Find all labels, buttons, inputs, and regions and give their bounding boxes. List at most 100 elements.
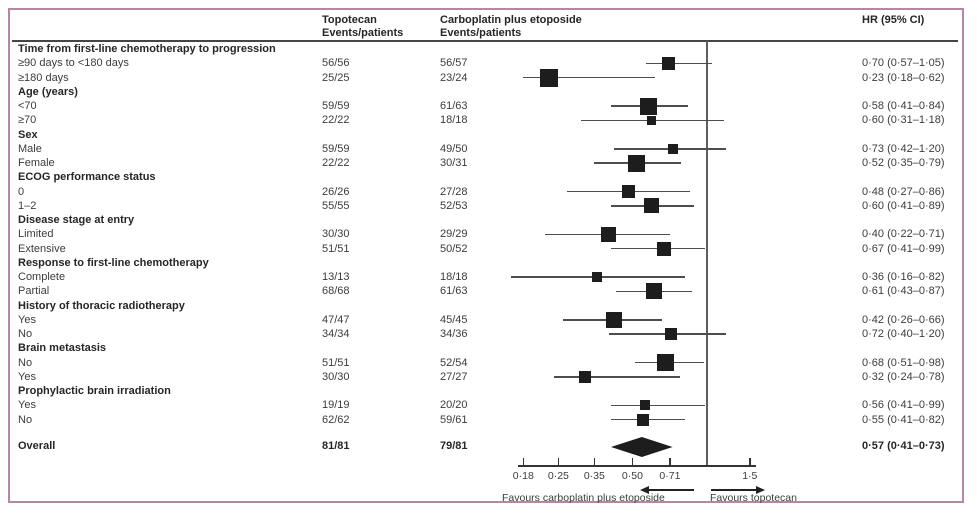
hr-point-marker (656, 241, 671, 256)
axis-tick-label: 1·5 (742, 470, 758, 482)
subgroup-heading: Brain metastasis (18, 342, 107, 355)
topotecan-events-cell: 30/30 (322, 370, 350, 383)
hr-ci-cell: 0·40 (0·22–0·71) (862, 228, 945, 241)
hr-ci-cell: 0·72 (0·40–1·20) (862, 328, 945, 340)
carboplatin-events-cell: 59/61 (440, 413, 468, 426)
hr-point-marker (639, 97, 657, 115)
topotecan-events-cell: 56/56 (322, 57, 350, 70)
axis-tick-label: 0·25 (547, 470, 569, 482)
ci-line (646, 62, 712, 65)
hr-ci-cell: 0·73 (0·42–1·20) (862, 142, 945, 155)
hr-point-marker (665, 328, 678, 341)
hr-ci-cell: 0·60 (0·41–0·89) (862, 199, 945, 212)
carboplatin-events-cell: 61/63 (440, 285, 468, 298)
hr-ci-cell: 0·70 (0·57–1·05) (862, 57, 945, 70)
header-divider (12, 40, 958, 42)
subgroup-heading: Disease stage at entry (18, 214, 135, 226)
hr-ci-cell: 0·52 (0·35–0·79) (862, 157, 945, 169)
hr-point-marker (644, 198, 660, 214)
hr-point-marker (636, 413, 649, 426)
carboplatin-events-cell: 45/45 (440, 313, 468, 326)
row-label: Extensive (18, 242, 66, 255)
axis-tick-label: 0·18 (512, 470, 534, 482)
row-label: Yes (18, 370, 36, 383)
carboplatin-events-cell: 52/53 (440, 199, 468, 212)
carboplatin-events-cell: 52/54 (440, 356, 468, 369)
row-label: Yes (18, 399, 36, 412)
hr-ci-cell: 0·56 (0·41–0·99) (862, 399, 945, 412)
axis-tick (522, 458, 525, 466)
carboplatin-events-cell: 79/81 (440, 440, 468, 452)
row-label: No (18, 328, 33, 340)
axis-tick-label: 0·35 (583, 470, 605, 482)
favours-left-label: Favours carboplatin plus etoposide (502, 492, 665, 504)
column-header-carboplatin-line1: Carboplatin plus etoposide (440, 14, 582, 26)
hr-ci-cell: 0·23 (0·18–0·62) (862, 71, 945, 84)
topotecan-events-cell: 13/13 (322, 271, 350, 283)
hr-ci-cell: 0·32 (0·24–0·78) (862, 370, 945, 383)
subgroup-heading: Response to first-line chemotherapy (18, 256, 209, 269)
subgroup-heading: Time from first-line chemotherapy to pro… (18, 43, 276, 55)
topotecan-events-cell: 81/81 (322, 440, 350, 452)
topotecan-events-cell: 34/34 (322, 328, 350, 340)
hr-ci-cell: 0·60 (0·31–1·18) (862, 114, 945, 127)
hr-ci-cell: 0·55 (0·41–0·82) (862, 413, 945, 426)
carboplatin-events-cell: 23/24 (440, 71, 468, 84)
hr-ci-cell: 0·61 (0·43–0·87) (862, 285, 945, 298)
carboplatin-events-cell: 49/50 (440, 142, 468, 155)
hr-ci-cell: 0·68 (0·51–0·98) (862, 356, 945, 369)
subgroup-heading: Sex (18, 128, 38, 141)
subgroup-heading: Prophylactic brain irradiation (18, 385, 171, 397)
overall-diamond (611, 437, 673, 457)
hr-point-marker (661, 56, 675, 70)
row-label: Limited (18, 228, 54, 241)
hr-point-marker (656, 354, 674, 372)
hr-point-marker (647, 115, 657, 125)
favours-right-arrow-icon (711, 489, 757, 491)
hr-point-marker (628, 154, 646, 172)
row-label: Female (18, 157, 55, 169)
column-header-carboplatin: Carboplatin plus etoposide Events/patien… (440, 14, 582, 39)
favours-right-label: Favours topotecan (710, 492, 797, 504)
hr-ci-cell: 0·58 (0·41–0·84) (862, 100, 945, 112)
axis-tick-label: 0·71 (659, 470, 681, 482)
carboplatin-events-cell: 27/27 (440, 370, 468, 383)
row-label: No (18, 356, 33, 369)
carboplatin-events-cell: 30/31 (440, 157, 468, 169)
carboplatin-events-cell: 56/57 (440, 57, 468, 70)
row-label: Yes (18, 313, 36, 326)
row-label: Partial (18, 285, 50, 298)
hr-ci-cell: 0·42 (0·26–0·66) (862, 313, 945, 326)
hr-point-marker (592, 272, 603, 283)
column-header-hr: HR (95% CI) (862, 14, 925, 26)
column-header-topotecan: Topotecan Events/patients (322, 14, 403, 39)
favours-left-arrow-icon (648, 489, 694, 491)
carboplatin-events-cell: 61/63 (440, 100, 468, 112)
topotecan-events-cell: 55/55 (322, 199, 350, 212)
topotecan-events-cell: 51/51 (322, 242, 350, 255)
axis-tick-label: 0·50 (621, 470, 643, 482)
row-label: ≥90 days to <180 days (18, 57, 129, 70)
row-label: ≥180 days (18, 71, 69, 84)
row-label: Male (18, 142, 42, 155)
topotecan-events-cell: 19/19 (322, 399, 350, 412)
forest-plot-figure: Topotecan Events/patients Carboplatin pl… (8, 8, 964, 504)
row-label: ≥70 (18, 114, 37, 127)
carboplatin-events-cell: 20/20 (440, 399, 468, 412)
hr-point-marker (621, 185, 635, 199)
reference-line (706, 41, 708, 465)
column-header-carboplatin-line2: Events/patients (440, 26, 522, 39)
row-label: Complete (18, 271, 66, 283)
subgroup-heading: ECOG performance status (18, 171, 156, 184)
axis-tick (749, 458, 751, 466)
favours-left-arrowhead-icon (640, 485, 649, 494)
hr-ci-cell: 0·36 (0·16–0·82) (862, 271, 945, 283)
column-header-topotecan-line2: Events/patients (322, 26, 404, 39)
axis-tick (631, 458, 634, 466)
row-label: Overall (18, 440, 56, 452)
favours-right-arrowhead-icon (756, 485, 765, 494)
carboplatin-events-cell: 18/18 (440, 114, 468, 127)
topotecan-events-cell: 22/22 (322, 157, 350, 169)
carboplatin-events-cell: 50/52 (440, 242, 468, 255)
topotecan-events-cell: 25/25 (322, 71, 350, 84)
